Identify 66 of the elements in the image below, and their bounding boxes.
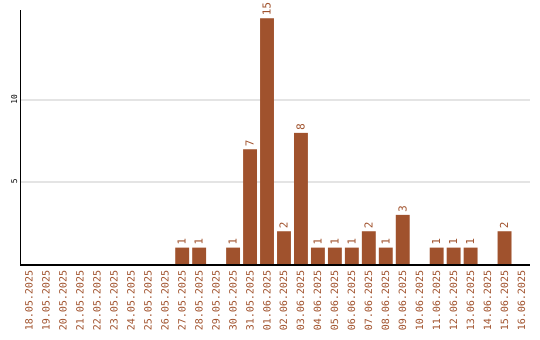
x-tick-label: 13.06.2025 [466,270,477,330]
bar [362,231,376,264]
x-tick-label: 01.06.2025 [262,270,274,330]
bar [260,18,274,264]
x-tick-label: 23.05.2025 [110,270,121,330]
bar [192,248,206,264]
x-tick-label: 07.06.2025 [364,270,376,330]
bar [277,231,291,264]
bar [310,248,325,264]
bar [243,149,258,264]
x-tick-label: 10.06.2025 [414,270,426,330]
x-tick-label: 22.05.2025 [92,270,104,330]
data-label: 15 [260,2,274,16]
x-tick-label: 11.06.2025 [432,270,443,330]
x-tick-label: 06.06.2025 [347,270,358,330]
x-tick-label: 29.05.2025 [211,270,222,330]
x-tick-label: 12.06.2025 [448,270,460,330]
bar [378,248,393,264]
bar [328,248,342,264]
y-tick-label: 10 [10,94,19,104]
data-label: 8 [294,123,308,130]
x-tick-label: 09.06.2025 [398,270,409,330]
x-tick-label: 30.05.2025 [228,270,240,330]
x-tick-label: 04.06.2025 [313,270,324,330]
data-label: 1 [447,238,460,245]
data-label: 1 [430,238,444,245]
data-label: 1 [192,238,206,245]
x-tick-label: 18.05.2025 [24,270,36,330]
y-tick-label: 5 [10,178,19,184]
bar [464,248,478,264]
data-label: 1 [176,238,189,245]
x-tick-label: 28.05.2025 [194,270,206,330]
x-tick-label: 20.05.2025 [58,270,70,330]
data-label: 2 [277,222,290,228]
x-tick-label: 24.05.2025 [126,270,138,330]
data-label: 1 [226,238,240,245]
data-label: 1 [379,238,392,245]
bar [175,248,190,264]
x-tick-label: 31.05.2025 [245,270,256,330]
bar [226,248,240,264]
x-tick-label: 14.06.2025 [482,270,494,330]
x-tick-label: 26.05.2025 [160,270,172,330]
data-label: 2 [498,222,512,228]
data-label: 1 [345,238,358,245]
x-tick-label: 27.05.2025 [177,270,188,330]
x-tick-label: 15.06.2025 [500,270,511,330]
data-label: 1 [464,238,478,245]
data-label: 1 [311,238,324,245]
bar [446,248,461,264]
bar [344,248,359,264]
bar [498,231,512,264]
x-tick-label: 21.05.2025 [76,270,87,330]
bar [294,132,308,264]
x-tick-label: 08.06.2025 [381,270,392,330]
data-label: 3 [396,205,410,212]
data-label: 7 [244,140,257,146]
data-label: 2 [362,222,376,228]
data-label: 1 [328,238,342,245]
x-tick-label: 03.06.2025 [296,270,308,330]
x-tick-label: 05.06.2025 [330,270,342,330]
x-tick-label: 02.06.2025 [279,270,290,330]
x-tick-label: 19.05.2025 [42,270,53,330]
bar [430,248,444,264]
x-tick-label: 25.05.2025 [144,270,154,330]
x-tick-label: 16.06.2025 [516,270,528,330]
bar [396,214,410,264]
